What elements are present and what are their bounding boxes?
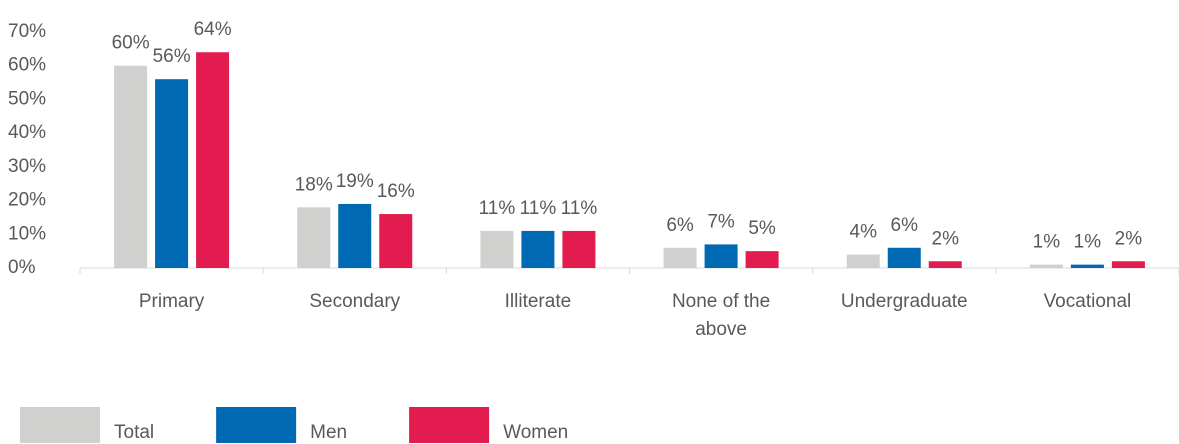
data-label: 4% bbox=[850, 222, 878, 243]
x-tick-label: Vocational bbox=[1044, 291, 1132, 312]
data-label: 1% bbox=[1033, 232, 1061, 253]
data-label: 7% bbox=[707, 211, 735, 232]
data-label: 2% bbox=[1115, 228, 1143, 249]
data-label: 6% bbox=[891, 215, 919, 236]
x-tick-label: Secondary bbox=[309, 291, 400, 312]
legend-swatch bbox=[20, 407, 100, 443]
legend-label: Men bbox=[310, 422, 347, 443]
legend-label: Women bbox=[503, 422, 568, 443]
bar bbox=[196, 52, 230, 268]
data-label: 60% bbox=[112, 33, 150, 54]
data-label: 6% bbox=[666, 215, 694, 236]
legend-label: Total bbox=[114, 422, 154, 443]
bar bbox=[562, 230, 596, 268]
bar bbox=[379, 214, 413, 268]
data-label: 19% bbox=[336, 171, 374, 192]
y-tick-label: 10% bbox=[8, 223, 46, 244]
bar bbox=[1111, 261, 1145, 268]
bar bbox=[887, 247, 921, 268]
x-tick-label: None of the above bbox=[672, 291, 770, 340]
bar bbox=[338, 203, 372, 268]
data-label: 11% bbox=[479, 198, 516, 219]
y-tick-label: 20% bbox=[8, 190, 46, 211]
y-tick-label: 50% bbox=[8, 88, 46, 109]
legend-swatch bbox=[216, 407, 297, 443]
bar bbox=[155, 79, 189, 268]
y-tick-label: 70% bbox=[8, 21, 46, 42]
bar bbox=[1029, 264, 1063, 268]
bar bbox=[521, 230, 555, 268]
bar bbox=[846, 254, 880, 268]
y-tick-label: 40% bbox=[8, 122, 46, 143]
data-label: 18% bbox=[295, 174, 333, 195]
data-label: 11% bbox=[561, 198, 598, 219]
bar bbox=[704, 244, 738, 268]
legend-swatch bbox=[409, 407, 490, 443]
bar bbox=[1070, 264, 1104, 268]
data-label: 1% bbox=[1074, 232, 1102, 253]
bar bbox=[928, 261, 962, 268]
bar bbox=[663, 247, 697, 268]
bar bbox=[114, 65, 148, 268]
y-tick-label: 30% bbox=[8, 156, 46, 177]
bar bbox=[480, 230, 514, 268]
data-label: 11% bbox=[520, 198, 557, 219]
data-label: 2% bbox=[932, 228, 960, 249]
y-tick-label: 60% bbox=[8, 55, 46, 76]
data-label: 5% bbox=[748, 218, 776, 239]
y-tick-label: 0% bbox=[8, 257, 36, 278]
x-tick-label: Illiterate bbox=[505, 291, 572, 312]
bar bbox=[297, 207, 331, 268]
data-label: 64% bbox=[194, 19, 232, 40]
bar bbox=[745, 251, 779, 268]
data-label: 16% bbox=[377, 181, 415, 202]
data-label: 56% bbox=[153, 46, 191, 67]
x-tick-label: Undergraduate bbox=[841, 291, 968, 312]
x-tick-label: Primary bbox=[139, 291, 205, 312]
